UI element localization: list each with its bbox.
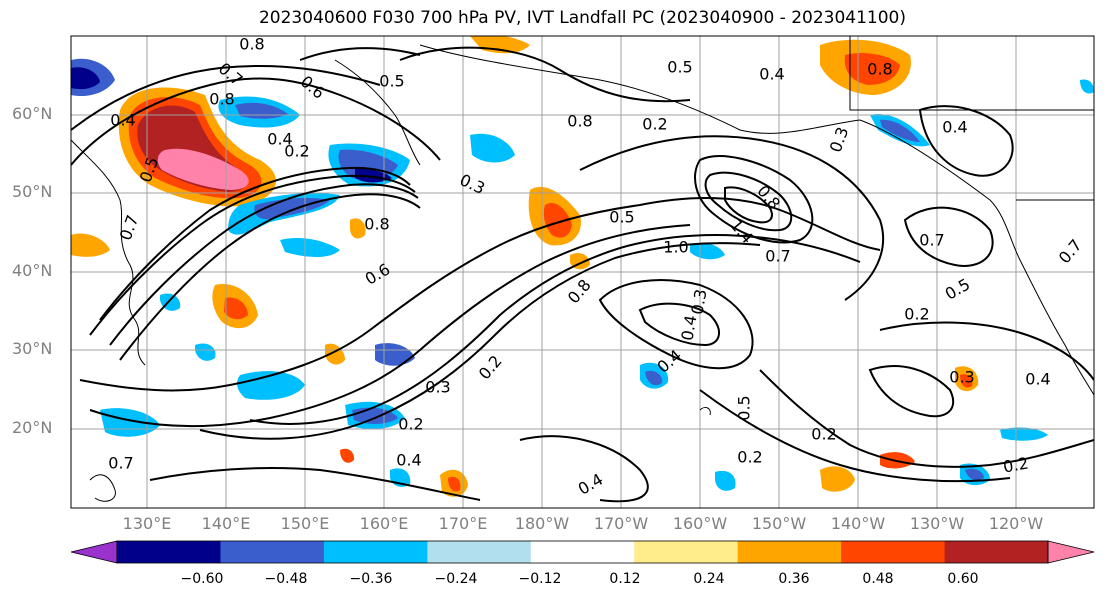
contour-label: 0.8 — [567, 112, 592, 131]
contour-label: 0.4 — [942, 118, 967, 137]
colorbar-segment — [737, 541, 842, 563]
contour-label: 0.4 — [677, 314, 700, 342]
contour-label: 0.8 — [364, 215, 389, 234]
coastlines — [71, 36, 1094, 502]
contour-label: 0.2 — [642, 115, 667, 134]
lon-label-180w: 180°W — [514, 514, 570, 533]
contour-label: 0.2 — [284, 142, 309, 161]
lon-label-120w: 120°W — [988, 514, 1044, 533]
lon-label-140w: 140°W — [830, 514, 886, 533]
colorbar-extend-min — [70, 540, 118, 564]
lat-label-60n: 60°N — [12, 104, 53, 123]
contour-label: 0.4 — [110, 111, 135, 130]
colorbar — [70, 540, 1095, 564]
contour-label: 0.2 — [811, 425, 836, 444]
colorbar-tick: −0.24 — [434, 571, 478, 587]
lat-label-50n: 50°N — [12, 182, 53, 201]
lon-label-130w: 130°W — [909, 514, 965, 533]
colorbar-segment — [117, 541, 221, 563]
colorbar-segment — [944, 541, 1049, 563]
colorbar-tick: 0.60 — [947, 571, 979, 587]
contour-label: 0.2 — [737, 448, 762, 467]
lon-label-170e: 170°E — [438, 514, 488, 533]
contour-label: 0.4 — [759, 65, 784, 84]
contour-label: 0.3 — [425, 378, 450, 397]
contour-label: 0.8 — [209, 90, 234, 109]
colorbar-tick: −0.48 — [264, 571, 308, 587]
colorbar-tick: 0.48 — [862, 571, 894, 587]
contour-label: 0.3 — [687, 288, 710, 316]
lon-label-170w: 170°W — [593, 514, 649, 533]
contour-label: 0.7 — [919, 231, 944, 250]
contour-label: 0.2 — [1002, 453, 1030, 476]
contour-label: 0.5 — [667, 58, 692, 77]
colorbar-tick: −0.36 — [349, 571, 393, 587]
colorbar-segment — [220, 541, 325, 563]
colorbar-tick: 0.36 — [778, 571, 810, 587]
lat-label-40n: 40°N — [12, 261, 53, 280]
contour-label: 0.5 — [609, 208, 634, 227]
contour-label: 0.7 — [108, 454, 133, 473]
colorbar-segment — [841, 541, 946, 563]
colorbar-segment — [634, 541, 739, 563]
contour-label: 0.8 — [867, 60, 892, 79]
contour-label: 0.8 — [239, 35, 264, 54]
lon-label-150w: 150°W — [751, 514, 807, 533]
chart-title: 2023040600 F030 700 hPa PV, IVT Landfall… — [258, 8, 906, 28]
colorbar-segment — [530, 541, 635, 563]
colorbar-segment — [427, 541, 532, 563]
lon-label-140e: 140°E — [201, 514, 251, 533]
lon-label-160w: 160°W — [672, 514, 728, 533]
contour-label: 0.3 — [949, 368, 974, 387]
contour-label: 0.4 — [396, 451, 421, 470]
colorbar-extend-max — [1047, 540, 1095, 564]
contour-label: 1.0 — [663, 238, 688, 257]
contour-label: 0.4 — [267, 130, 292, 149]
lon-label-160e: 160°E — [359, 514, 409, 533]
colorbar-tick: −0.60 — [180, 571, 224, 587]
lat-label-20n: 20°N — [12, 418, 53, 437]
contour-label: 0.5 — [379, 72, 404, 91]
contour-label: 0.2 — [398, 415, 423, 434]
colorbar-tick: −0.12 — [518, 571, 562, 587]
contour-label: 0.2 — [904, 305, 929, 324]
colorbar-segment — [323, 541, 428, 563]
ivt-contours — [71, 46, 1094, 503]
lon-label-150e: 150°E — [280, 514, 330, 533]
contour-label: 0.7 — [765, 247, 790, 266]
colorbar-tick: 0.12 — [609, 571, 641, 587]
colorbar-frame — [116, 540, 1049, 564]
colorbar-tick: 0.24 — [693, 571, 725, 587]
lat-label-30n: 30°N — [12, 339, 53, 358]
contour-label: 0.5 — [735, 395, 754, 420]
contour-label: 0.4 — [1025, 370, 1050, 389]
map-frame — [70, 35, 1095, 509]
lon-label-130e: 130°E — [122, 514, 172, 533]
